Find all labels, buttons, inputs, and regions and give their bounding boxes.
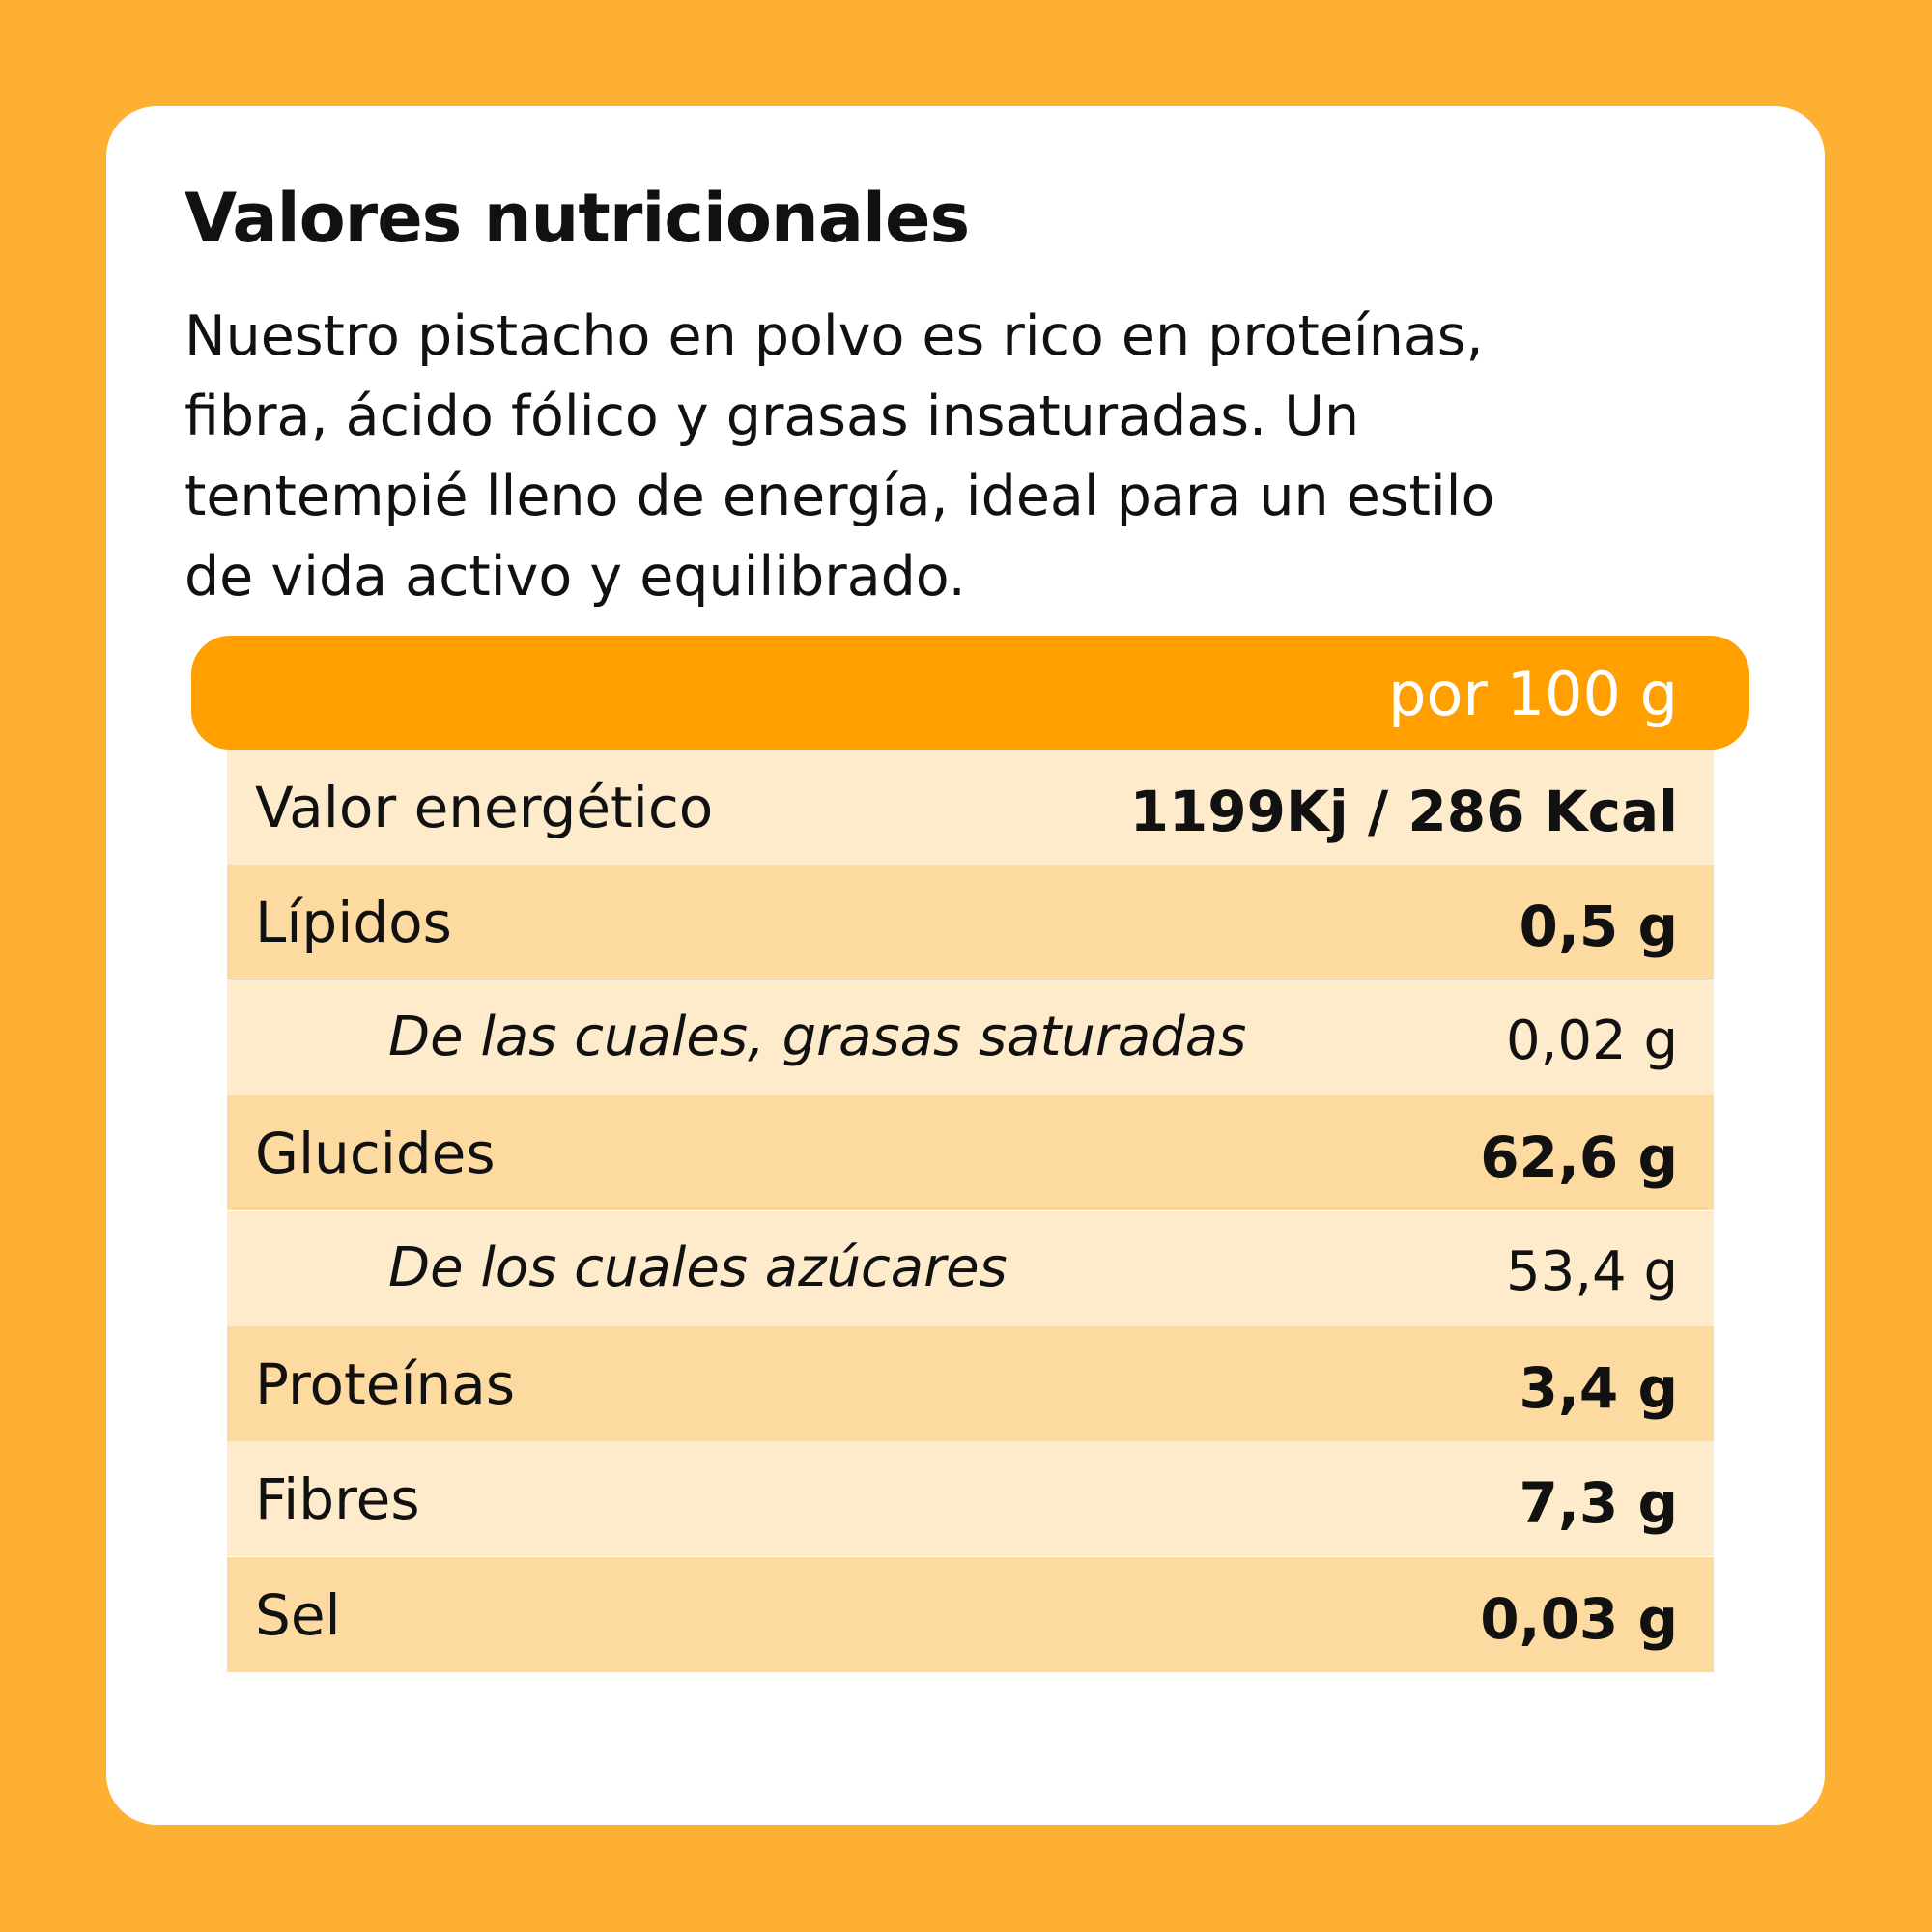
row-label: De las cuales, grasas saturadas [388, 1005, 1247, 1068]
description-line: fibra, ácido fólico y grasas insaturadas… [185, 384, 1360, 448]
row-label: Proteínas [255, 1351, 516, 1417]
row-value: 0,03 g [1480, 1585, 1678, 1652]
table-row: De las cuales, grasas saturadas 0,02 g [227, 980, 1714, 1095]
row-label: Lípidos [255, 890, 452, 956]
table-row: Lípidos 0,5 g [227, 865, 1714, 980]
title: Valores nutricionales [185, 179, 970, 258]
table-row: Fibres 7,3 g [227, 1441, 1714, 1557]
description-line: Nuestro pistacho en polvo es rico en pro… [185, 304, 1484, 368]
table-row: Glucides 62,6 g [227, 1095, 1714, 1211]
row-label: Fibres [255, 1466, 420, 1533]
column-header: por 100 g [1388, 659, 1678, 729]
row-value: 3,4 g [1519, 1355, 1678, 1421]
table-row: Sel 0,03 g [227, 1556, 1714, 1672]
table-header: por 100 g [191, 636, 1749, 750]
row-label: Valor energético [255, 775, 714, 840]
row-value: 7,3 g [1519, 1470, 1678, 1537]
row-label: Sel [255, 1581, 341, 1648]
description-line: de vida activo y equilibrado. [185, 545, 966, 609]
table-row: Proteínas 3,4 g [227, 1326, 1714, 1441]
table-row: De los cuales azúcares 53,4 g [227, 1210, 1714, 1326]
table-row: Valor energético 1199Kj / 286 Kcal [227, 750, 1714, 865]
row-value: 0,02 g [1505, 1009, 1678, 1072]
row-label: Glucides [255, 1121, 496, 1187]
row-label: De los cuales azúcares [388, 1236, 1008, 1299]
description-line: tentempié lleno de energía, ideal para u… [185, 465, 1495, 528]
row-value: 1199Kj / 286 Kcal [1129, 779, 1678, 844]
row-value: 53,4 g [1505, 1239, 1678, 1303]
row-value: 0,5 g [1519, 894, 1678, 960]
row-value: 62,6 g [1480, 1124, 1678, 1191]
